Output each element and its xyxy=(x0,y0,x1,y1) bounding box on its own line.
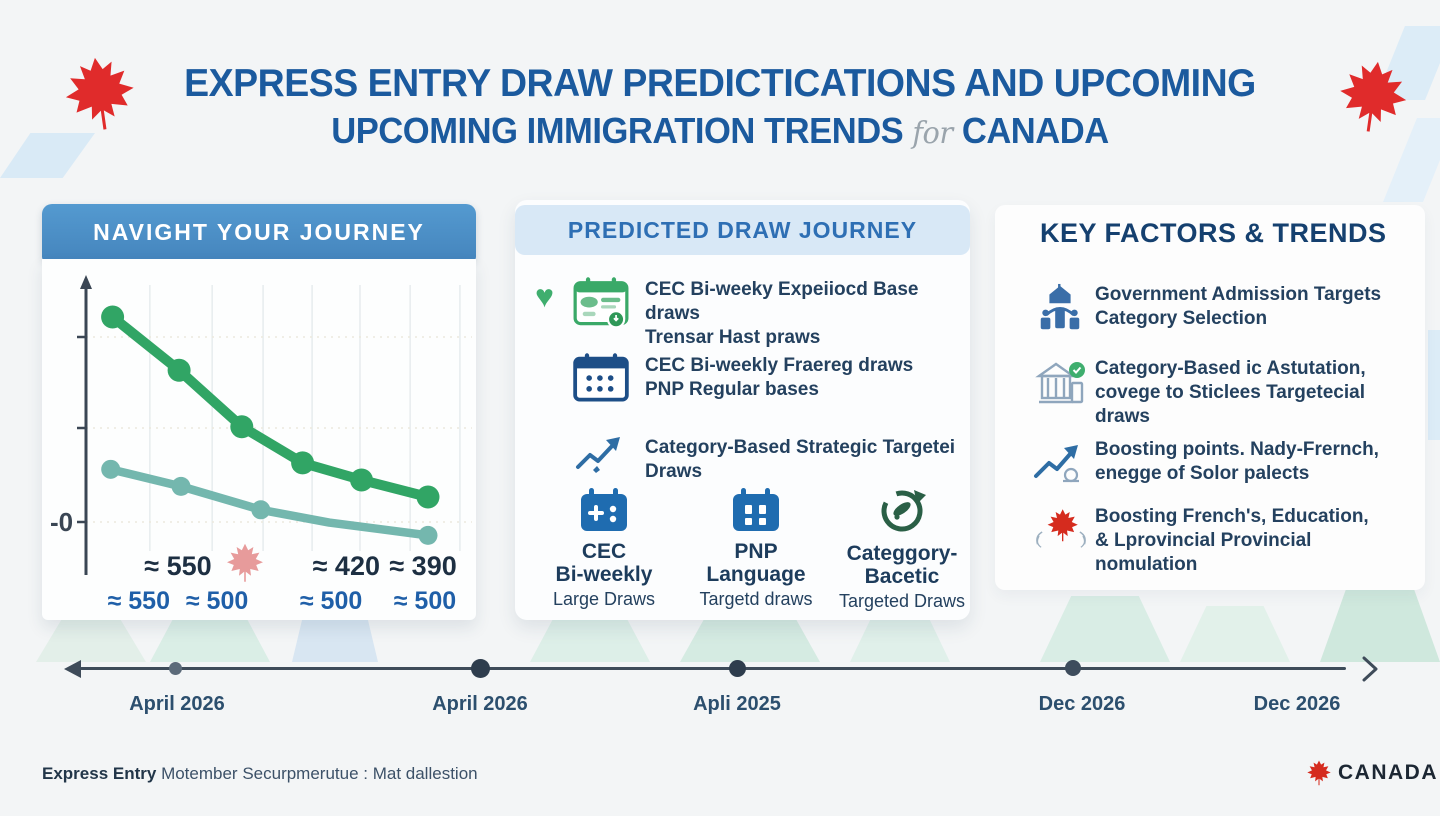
list-item: CEC Bi-weekly Fraereg draws PNP Regular … xyxy=(515,353,970,414)
timeline-label: April 2026 xyxy=(129,693,225,715)
trend-arrow-icon xyxy=(576,437,620,473)
svg-text:≈ 550: ≈ 550 xyxy=(108,587,170,615)
list-item: Category-Based Strategic Targetei Draws xyxy=(515,432,970,482)
svg-text:≈ 550: ≈ 550 xyxy=(144,551,211,581)
maple-leaf-icon xyxy=(1331,55,1415,139)
column-label: Language xyxy=(706,563,806,586)
svg-text:≈ 500: ≈ 500 xyxy=(186,587,248,615)
timeline-dot xyxy=(471,659,490,678)
page-title: EXPRESS ENTRY DRAW PREDICTICATIONS AND U… xyxy=(150,62,1290,152)
timeline-dot xyxy=(729,660,746,677)
draw-type-column: PNP Language Targetd draws xyxy=(681,486,831,610)
item-line: Trensar Hast praws xyxy=(645,327,821,348)
column-label: PNP xyxy=(734,540,778,563)
right-panel-header: KEY FACTORS & TRENDS xyxy=(1040,218,1387,248)
item-line: enegge of Solor palects xyxy=(1095,463,1310,484)
left-panel-header: NAVIGHT YOUR JOURNEY xyxy=(42,204,476,261)
heart-icon: ♥ xyxy=(535,278,554,314)
timeline-label: Dec 2026 xyxy=(1253,693,1341,715)
page-title-line1: EXPRESS ENTRY DRAW PREDICTICATIONS AND U… xyxy=(184,62,1256,105)
svg-text:≈ 420: ≈ 420 xyxy=(313,551,380,581)
draw-type-column: CEC Bi-weekly Large Draws xyxy=(529,486,679,610)
item-line: Boosting points. Nady-Frernch, xyxy=(1095,439,1379,460)
calendar-dots-icon xyxy=(573,353,629,402)
item-line: Government Admission Targets xyxy=(1095,284,1382,305)
decorative-shape xyxy=(0,133,95,178)
calendar-grid-icon xyxy=(733,488,779,531)
government-building-icon xyxy=(1040,283,1080,330)
item-line: CEC Bi-weekly Fraereg draws xyxy=(645,355,914,376)
key-factors-panel: KEY FACTORS & TRENDS Government Admissio… xyxy=(995,205,1425,590)
draw-type-column: Categgory- Bacetic Targeted Draws xyxy=(827,486,977,612)
item-line: & Lprovincial Provincial xyxy=(1095,530,1312,551)
maple-leaf-icon xyxy=(1306,760,1332,786)
page-title-line2: UPCOMING IMMIGRATION TRENDS for CANADA xyxy=(173,110,1267,152)
item-line: draws xyxy=(1095,406,1150,427)
recycle-icon xyxy=(881,490,926,532)
timeline-line xyxy=(80,667,1346,670)
list-item-text: Boosting French's, Education, & Lprovinc… xyxy=(1095,505,1415,577)
middle-panel-header: PREDICTED DRAW JOURNEY xyxy=(515,205,970,255)
item-line: Boosting French's, Education, xyxy=(1095,506,1369,527)
maple-leaf-icon xyxy=(57,51,143,137)
decorative-shape xyxy=(36,618,146,662)
column-label: Bacetic xyxy=(864,565,940,588)
calendar-sketch-icon xyxy=(573,277,629,328)
timeline-label: Apli 2025 xyxy=(693,693,781,715)
svg-text:≈ 390: ≈ 390 xyxy=(389,551,456,581)
item-line: covege to Sticlees Targetecial xyxy=(1095,382,1365,403)
column-label: Targetd draws xyxy=(699,589,813,609)
title-for-word: for xyxy=(912,116,953,151)
list-item: ♥ CEC Bi-weeky Expeiiocd Base draws Tren… xyxy=(515,277,970,348)
timeline-left-arrow-icon xyxy=(64,660,81,678)
list-item-text: Government Admission Targets Category Se… xyxy=(1095,283,1415,331)
item-line: CEC Bi-weeky Expeiiocd Base draws xyxy=(645,279,919,324)
column-label: Targeted Draws xyxy=(838,591,966,611)
item-line: nomulation xyxy=(1095,554,1198,575)
footer-note-bold: Express Entry xyxy=(42,764,157,783)
timeline-right-chevron-icon xyxy=(1362,656,1378,682)
item-line: Category-Based Strategic Targetei Draws xyxy=(645,437,956,482)
predicted-draw-panel: PREDICTED DRAW JOURNEY ♥ CEC Bi-weeky Ex… xyxy=(515,200,970,620)
middle-panel-header-label: PREDICTED DRAW JOURNEY xyxy=(567,216,918,243)
decorative-shape xyxy=(1180,606,1290,662)
title-line2-main: UPCOMING IMMIGRATION TRENDS xyxy=(331,110,904,151)
svg-text:≈ 500: ≈ 500 xyxy=(300,587,362,615)
decorative-shape xyxy=(1428,330,1440,440)
timeline-dot xyxy=(169,662,182,675)
chart-growth-icon xyxy=(1034,445,1079,483)
footer-note-rest: Motember Securpmerutue : Mat dallestion xyxy=(156,764,478,783)
list-item-text: Category-Based ic Astutation, covege to … xyxy=(1095,357,1415,429)
decorative-shape xyxy=(1040,596,1170,662)
svg-text:≈ 500: ≈ 500 xyxy=(394,587,456,615)
svg-text:-0: -0 xyxy=(50,507,73,537)
column-label: CEC xyxy=(581,540,627,563)
list-item-text: Boosting points. Nady-Frernch, enegge of… xyxy=(1095,438,1415,486)
item-line: PNP Regular bases xyxy=(645,379,819,400)
crs-chart-svg: -0 ≈ 550 ≈ 420 ≈ 390 ≈ 550 ≈ 500 ≈ 500 ≈ 500 xyxy=(50,275,472,615)
list-item-text: CEC Bi-weekly Fraereg draws PNP Regular … xyxy=(645,354,975,402)
list-item-text: Category-Based Strategic Targetei Draws xyxy=(645,436,975,484)
decorative-shape xyxy=(1320,588,1440,662)
calendar-plus-icon xyxy=(581,488,627,531)
timeline-label: April 2026 xyxy=(432,693,528,715)
item-line: Category Selection xyxy=(1095,308,1268,329)
canada-logo-text: CANADA xyxy=(1338,761,1438,784)
timeline-label: Dec 2026 xyxy=(1038,693,1126,715)
crs-chart-card: -0 ≈ 550 ≈ 420 ≈ 390 ≈ 550 ≈ 500 ≈ 500 ≈ 500 xyxy=(42,259,476,620)
footer-note: Express Entry Motember Securpmerutue : M… xyxy=(42,764,478,784)
column-label: Categgory- xyxy=(846,542,958,565)
title-line2-end: CANADA xyxy=(961,110,1109,151)
column-label: Bi-weekly xyxy=(555,563,653,586)
list-item-text: CEC Bi-weeky Expeiiocd Base draws Trensa… xyxy=(645,278,975,350)
maple-leaf-icon xyxy=(224,543,266,583)
bank-icon xyxy=(1035,362,1085,404)
timeline-dot xyxy=(1065,660,1081,676)
left-panel-header-label: NAVIGHT YOUR JOURNEY xyxy=(93,219,425,245)
maple-leaf-badge-icon xyxy=(1036,505,1086,548)
column-label: Large Draws xyxy=(552,589,656,609)
canada-logo: CANADA xyxy=(1306,760,1438,786)
item-line: Category-Based ic Astutation, xyxy=(1095,358,1366,379)
